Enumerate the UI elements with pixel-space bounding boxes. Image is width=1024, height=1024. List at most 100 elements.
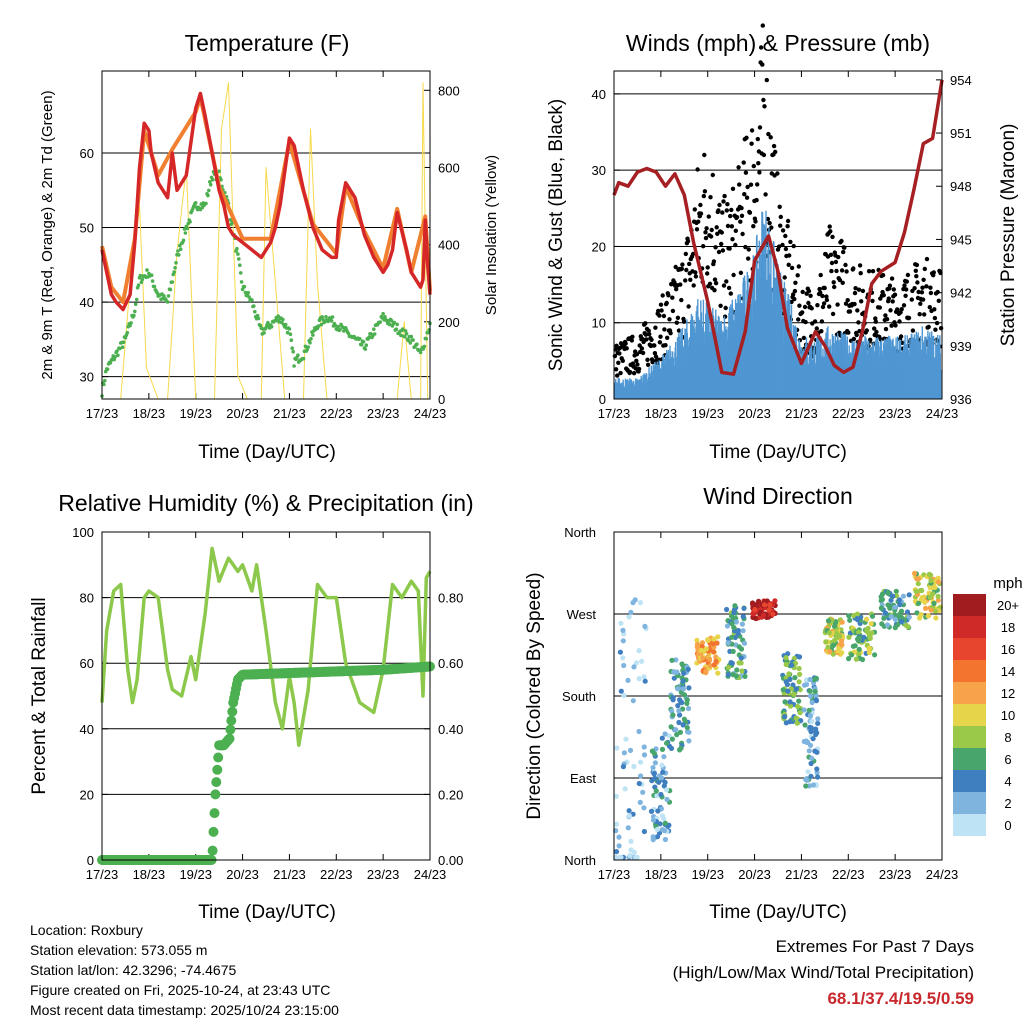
gust-point [641,339,646,345]
direction-point [918,612,924,618]
dewpoint-point [246,290,250,295]
gust-point [870,298,875,304]
dewpoint-point [182,227,187,231]
gust-point [613,367,619,372]
gust-point [701,244,706,249]
dewpoint-point [292,364,296,368]
direction-point [893,588,899,594]
gust-point [860,288,866,294]
gust-point [915,280,920,285]
gust-point [828,252,834,257]
gust-point [663,343,668,348]
direction-point [780,687,786,693]
direction-point [925,613,931,619]
x-tick-label: 18/23 [133,867,166,882]
x-tick-label: 20/23 [738,406,771,421]
dewpoint-point [219,177,223,182]
direction-point [670,712,676,718]
direction-point [854,616,860,622]
rainfall-point [212,764,223,775]
gust-point [659,308,664,313]
gust-point [676,328,682,333]
direction-point [618,854,624,860]
gust-point [764,77,769,83]
dewpoint-point [269,324,274,329]
gust-point [734,215,740,220]
direction-point [659,813,666,819]
gust-point [616,360,621,365]
direction-point [618,688,624,694]
direction-point [813,697,819,703]
direction-point [626,614,632,620]
dewpoint-point [330,315,335,319]
location-text: Location: Roxbury [30,922,143,938]
gust-point [840,280,845,285]
gust-point [898,334,904,339]
gust-point [842,245,847,250]
y-right-tick-label: 954 [950,73,972,88]
gust-point [739,205,744,211]
dewpoint-point [208,182,213,187]
direction-point [810,736,816,742]
direction-point [866,646,872,652]
gust-point [835,302,840,307]
direction-point [814,749,820,755]
direction-point [669,657,675,663]
gust-point [647,331,652,337]
direction-point [733,619,740,625]
gust-point [773,149,778,155]
direction-point [792,660,799,666]
direction-point [725,664,732,671]
dewpoint-point [290,346,295,351]
gust-point [905,272,911,278]
gust-point [761,97,766,103]
gust-point [924,256,930,262]
x-tick-label: 21/23 [273,867,306,882]
dewpoint-point [115,349,119,353]
direction-point [613,821,620,827]
gust-point [858,271,863,276]
direction-point [725,672,732,678]
gust-point [846,330,851,335]
dewpoint-point [207,188,211,193]
direction-point [927,594,933,601]
direction-point [815,720,821,727]
dewpoint-point [399,333,403,338]
direction-point [795,703,801,710]
direction-point [669,708,675,714]
dewpoint-point [403,329,408,333]
direction-point [807,742,814,748]
direction-point [706,656,713,662]
gust-point [712,288,717,293]
gust-point [928,285,933,290]
rainfall-point [210,789,221,800]
gust-point [769,225,774,230]
dewpoint-point [361,340,366,344]
gust-point [685,239,691,244]
x-tick-label: 18/23 [133,406,166,421]
dewpoint-point [422,344,427,349]
colorbar-swatch [953,770,986,792]
dewpoint-point [404,332,409,336]
direction-point [648,808,655,815]
gust-point [819,329,824,334]
gust-point [680,262,685,267]
direction-point [681,670,687,676]
x-tick-label: 19/23 [691,867,724,882]
direction-point [668,745,675,752]
colorbar-label: 18 [1001,620,1015,635]
direction-point [650,817,657,823]
direction-point [846,656,852,662]
gust-point [864,328,869,333]
direction-point [881,615,887,621]
direction-frame [613,531,943,861]
pressure-line [612,79,944,376]
gust-point [748,182,754,187]
dewpoint-point [394,327,399,332]
direction-point [813,675,819,681]
direction-point [928,577,934,584]
gust-point [756,161,761,166]
direction-point [810,782,817,788]
direction-point [741,640,748,646]
direction-point [796,665,802,672]
